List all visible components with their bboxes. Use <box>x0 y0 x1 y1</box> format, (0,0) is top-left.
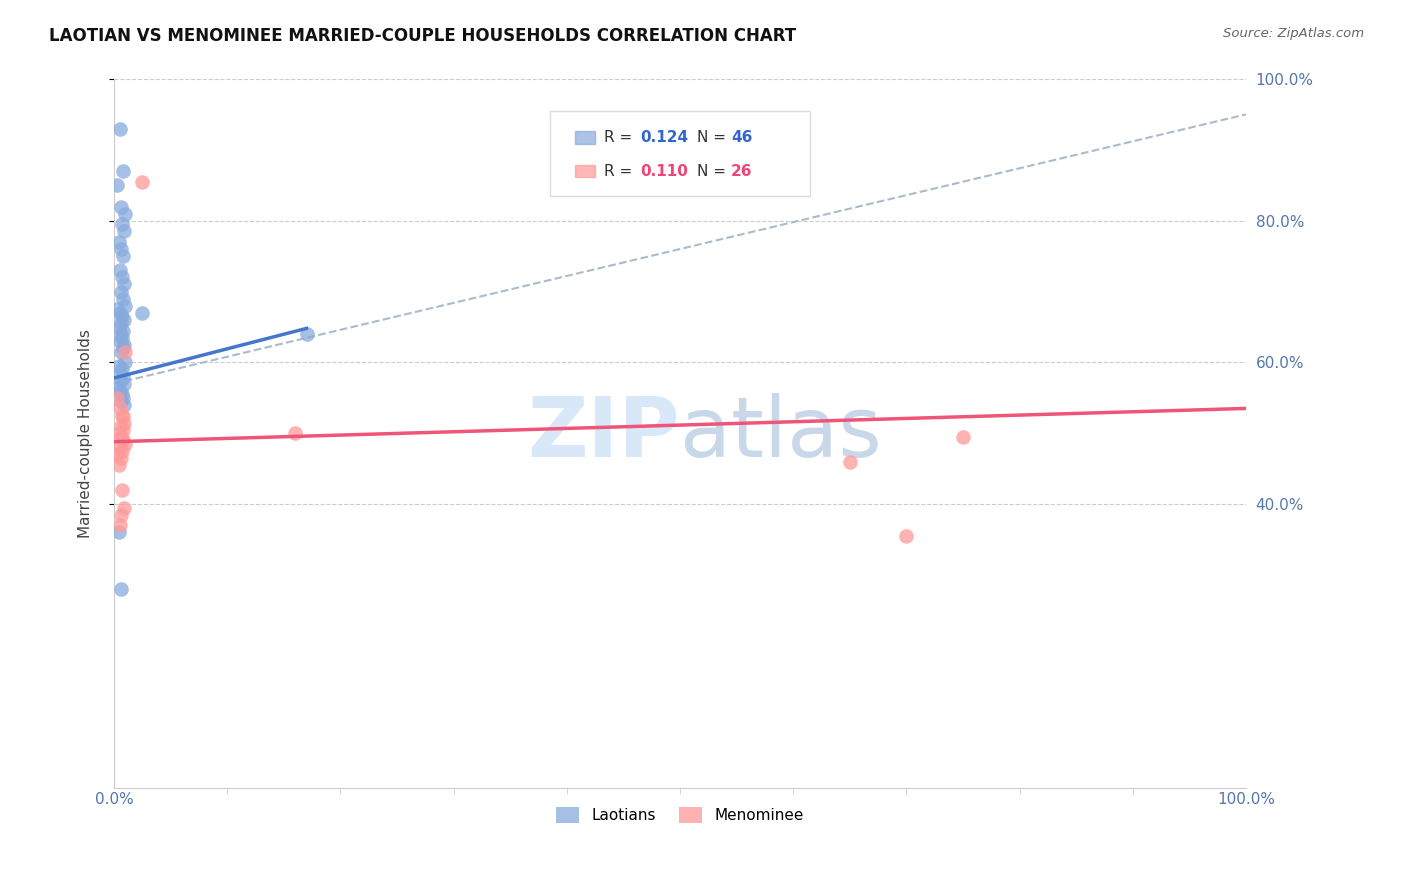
Point <box>110 285 132 299</box>
Text: R =: R = <box>605 130 637 145</box>
Point <box>110 373 132 387</box>
Point <box>107 448 129 462</box>
Point <box>114 206 136 220</box>
Point <box>108 263 131 277</box>
Point <box>107 458 129 472</box>
Point <box>110 242 132 256</box>
Point <box>107 525 129 540</box>
Point <box>110 326 132 341</box>
Point <box>114 355 136 369</box>
Y-axis label: Married-couple Households: Married-couple Households <box>79 329 93 538</box>
Point <box>111 362 134 376</box>
Point <box>131 175 153 189</box>
Point <box>110 317 132 331</box>
Point <box>110 344 132 359</box>
Point <box>107 302 129 317</box>
Point <box>107 391 129 405</box>
Point <box>131 306 153 320</box>
Point <box>112 500 135 515</box>
Point <box>110 419 132 434</box>
Text: R =: R = <box>605 163 637 178</box>
Point <box>111 483 134 497</box>
Point <box>112 416 135 430</box>
Point <box>112 277 135 292</box>
Point <box>108 401 131 416</box>
Point <box>111 270 134 285</box>
Text: 0.124: 0.124 <box>640 130 689 145</box>
Point <box>112 369 135 384</box>
Point <box>112 164 135 178</box>
Point <box>107 320 129 334</box>
Point <box>111 409 134 423</box>
Point <box>112 313 135 327</box>
Text: N =: N = <box>697 130 731 145</box>
Text: 0.110: 0.110 <box>640 163 689 178</box>
Point <box>108 384 131 398</box>
Point <box>838 454 860 468</box>
Point <box>110 200 132 214</box>
Point <box>112 398 135 412</box>
Point <box>295 326 318 341</box>
Legend: Laotians, Menominee: Laotians, Menominee <box>550 801 810 830</box>
Point <box>108 518 131 533</box>
Point <box>112 324 135 338</box>
Point <box>112 376 135 391</box>
Point <box>107 178 129 193</box>
Point <box>112 337 135 351</box>
Point <box>112 391 135 405</box>
Point <box>952 430 974 444</box>
Bar <box>575 165 595 178</box>
Point <box>110 508 132 522</box>
Point <box>112 423 135 437</box>
Text: N =: N = <box>697 163 731 178</box>
Bar <box>575 131 595 145</box>
Point <box>112 434 135 448</box>
Point <box>896 529 918 543</box>
Point <box>107 359 129 373</box>
Point <box>112 224 135 238</box>
Point <box>110 450 132 465</box>
Point <box>107 235 129 249</box>
Point <box>110 430 132 444</box>
Point <box>112 249 135 263</box>
Point <box>110 582 132 596</box>
Point <box>108 306 131 320</box>
Point <box>111 310 134 324</box>
Point <box>108 121 131 136</box>
Text: atlas: atlas <box>681 392 882 474</box>
Text: Source: ZipAtlas.com: Source: ZipAtlas.com <box>1223 27 1364 40</box>
Text: 46: 46 <box>731 130 752 145</box>
Text: ZIP: ZIP <box>527 392 681 474</box>
Text: 26: 26 <box>731 163 752 178</box>
Point <box>111 387 134 401</box>
Point <box>114 299 136 313</box>
Point <box>108 441 131 455</box>
Text: LAOTIAN VS MENOMINEE MARRIED-COUPLE HOUSEHOLDS CORRELATION CHART: LAOTIAN VS MENOMINEE MARRIED-COUPLE HOUS… <box>49 27 796 45</box>
Point <box>112 341 135 355</box>
Point <box>110 394 132 409</box>
Point <box>284 426 307 441</box>
Point <box>107 380 129 394</box>
FancyBboxPatch shape <box>550 111 810 196</box>
Point <box>108 334 131 348</box>
Point <box>111 330 134 344</box>
Point <box>111 444 134 458</box>
Point <box>107 426 129 441</box>
Point <box>112 292 135 306</box>
Point <box>112 409 135 423</box>
Point <box>108 366 131 380</box>
Point <box>114 437 136 451</box>
Point <box>111 217 134 231</box>
Point <box>114 344 136 359</box>
